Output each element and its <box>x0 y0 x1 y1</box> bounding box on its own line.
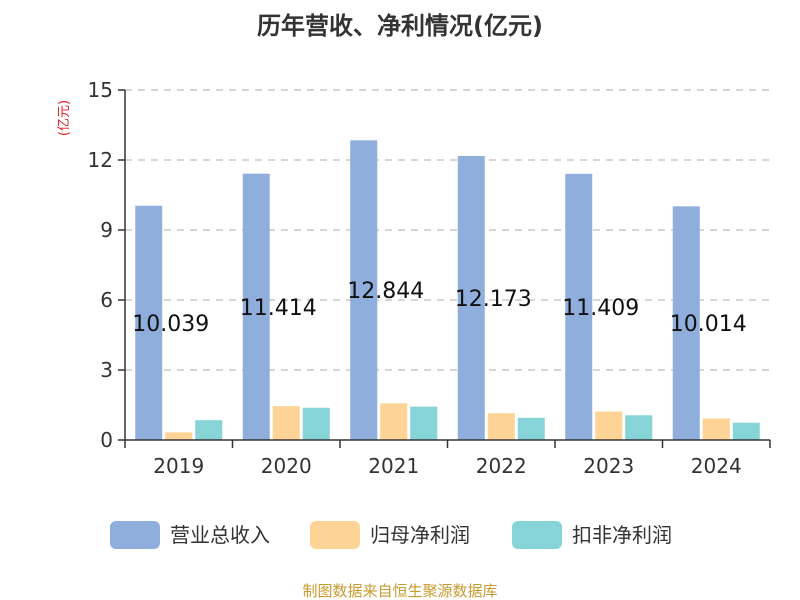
bar-2020-series-2 <box>302 407 330 440</box>
x-tick-label: 2023 <box>583 454 634 478</box>
data-label-2021: 12.844 <box>347 279 424 304</box>
legend-item-0[interactable]: 营业总收入 <box>110 521 270 549</box>
bar-2020-series-0 <box>242 173 270 440</box>
x-tick-label: 2021 <box>368 454 419 478</box>
y-axis-ticks: 0 3 6 9 12 15 <box>88 78 126 452</box>
y-tick-label: 0 <box>100 428 113 452</box>
bar-2019-series-1 <box>165 432 193 440</box>
bar-2024-series-1 <box>702 418 730 440</box>
bar-2021-series-1 <box>380 403 408 440</box>
y-tick-label: 9 <box>100 218 113 242</box>
bar-2019-series-0 <box>135 205 163 440</box>
data-label-2019: 10.039 <box>132 312 209 337</box>
chart-title: 历年营收、净利情况(亿元) <box>257 12 543 40</box>
y-axis-unit-label: (亿元) <box>57 100 72 136</box>
data-label-2022: 12.173 <box>455 287 532 312</box>
bar-2024-series-0 <box>672 206 700 440</box>
legend-label: 营业总收入 <box>170 523 270 547</box>
x-axis: 2019 2020 2021 2022 2023 2024 <box>124 439 771 478</box>
x-tick-label: 2024 <box>691 454 742 478</box>
y-tick-label: 6 <box>100 288 113 312</box>
y-tick-label: 3 <box>100 358 113 382</box>
bar-2020-series-1 <box>272 406 300 440</box>
x-tick-label: 2022 <box>476 454 527 478</box>
x-tick-label: 2019 <box>153 454 204 478</box>
legend-swatch <box>310 521 360 549</box>
legend-label: 归母净利润 <box>370 523 470 547</box>
data-label-2024: 10.014 <box>670 312 747 337</box>
x-tick-label: 2020 <box>261 454 312 478</box>
bar-2019-series-2 <box>195 420 223 440</box>
bar-2024-series-2 <box>732 422 760 440</box>
data-label-2023: 11.409 <box>562 296 639 321</box>
legend-item-2[interactable]: 扣非净利润 <box>512 521 672 549</box>
bars <box>135 140 760 441</box>
legend-label: 扣非净利润 <box>572 523 672 547</box>
bar-2022-series-0 <box>457 155 485 441</box>
data-labels: 10.039 11.414 12.844 12.173 11.409 10.014 <box>132 279 746 337</box>
bar-2022-series-1 <box>487 413 515 440</box>
bar-2023-series-2 <box>625 415 653 440</box>
bar-2022-series-2 <box>517 417 545 440</box>
bar-2023-series-0 <box>565 173 593 441</box>
bar-2021-series-2 <box>410 406 438 440</box>
bar-2023-series-1 <box>595 411 623 440</box>
legend-swatch <box>110 521 160 549</box>
source-note: 制图数据来自恒生聚源数据库 <box>302 582 497 600</box>
legend-swatch <box>512 521 562 549</box>
legend[interactable]: 营业总收入 归母净利润 扣非净利润 <box>110 521 672 549</box>
y-tick-label: 15 <box>88 78 113 102</box>
data-label-2020: 11.414 <box>240 296 317 321</box>
gridlines <box>125 89 770 371</box>
bar-2021-series-0 <box>350 140 378 440</box>
y-tick-label: 12 <box>88 148 113 172</box>
legend-item-1[interactable]: 归母净利润 <box>310 521 470 549</box>
